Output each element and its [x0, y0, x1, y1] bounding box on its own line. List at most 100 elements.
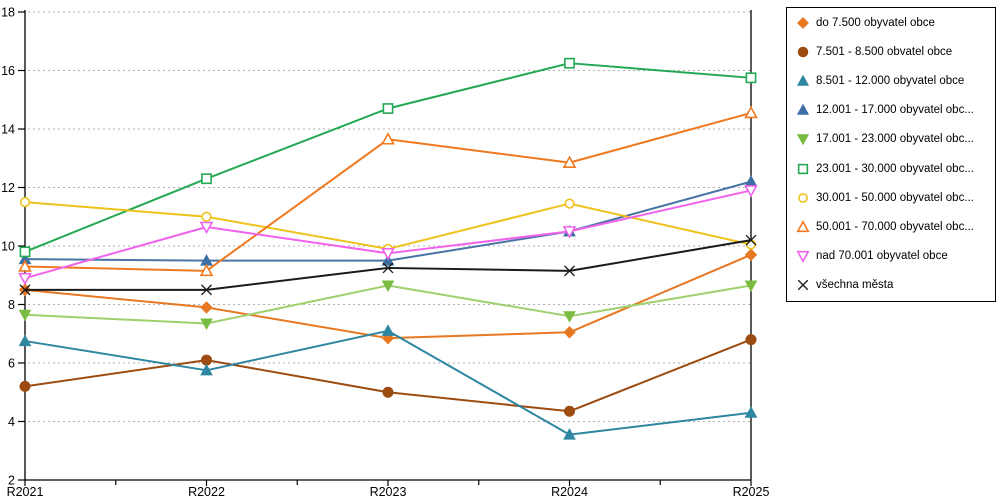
series-9-x-marker: [201, 284, 212, 296]
triangle-up-marker-icon: [796, 104, 810, 116]
series-8-triangle-down-marker: [18, 272, 32, 286]
legend-item-label: do 7.500 obyvatel obce: [816, 17, 935, 29]
legend-item-label: 7.501 - 8.500 obvatel obce: [816, 46, 953, 59]
series-2-triangle-up-marker: [381, 324, 395, 336]
series-1-circle-marker: [19, 380, 31, 392]
series-0-diamond-marker: [797, 17, 809, 29]
series-line-6: [24, 201, 752, 250]
series-7-triangle-up-marker: [18, 259, 32, 272]
series-0-diamond-marker: [200, 301, 213, 314]
series-8-triangle-down-marker: [562, 226, 577, 239]
legend-item-1: 7.501 - 8.500 obvatel obce: [796, 44, 991, 60]
legend-item-8: nad 70.001 obyvatel obce: [796, 248, 991, 264]
series-4-triangle-down-marker: [18, 309, 32, 322]
legend-item-0: do 7.500 obyvatel obce: [796, 15, 991, 31]
circle-marker-icon: [798, 192, 808, 203]
y-tick-label: 16: [1, 64, 15, 78]
legend-item-label: 50.001 - 70.000 obyvatel obc...: [816, 220, 974, 233]
y-tick-label: 10: [1, 240, 15, 254]
triangle-up-marker-icon: [796, 74, 810, 86]
legend-item-5: 23.001 - 30.000 obyvatel obc...: [796, 161, 991, 177]
series-2-triangle-up-marker: [796, 74, 810, 86]
legend-item-label: 8.501 - 12.000 obyvatel obce: [816, 75, 965, 88]
series-2-triangle-up-marker: [563, 428, 576, 440]
series-2-triangle-up-marker: [18, 334, 32, 347]
y-tick-label: 4: [8, 415, 15, 429]
series-5-square-marker: [201, 173, 212, 185]
chart-legend: do 7.500 obyvatel obce 7.501 - 8.500 obva…: [786, 7, 996, 302]
x-tick-label: R2025: [733, 485, 770, 499]
series-5-square-marker: [797, 163, 809, 174]
series-9-x-marker: [745, 234, 757, 246]
legend-item-label: 30.001 - 50.000 obyvatel obc...: [816, 191, 974, 204]
series-7-triangle-up-marker: [562, 155, 577, 168]
series-4-triangle-down-marker: [563, 311, 576, 323]
series-8-triangle-down-marker: [796, 250, 810, 263]
series-5-square-marker: [564, 57, 575, 69]
series-1-circle-marker: [745, 334, 757, 346]
legend-item-3: 12.001 - 17.000 obyvatel obc...: [796, 102, 991, 118]
legend-item-7: 50.001 - 70.000 obyvatel obc...: [796, 219, 991, 235]
y-tick-label: 14: [1, 123, 15, 137]
series-9-x-marker: [19, 284, 31, 296]
triangle-down-marker-icon: [796, 250, 810, 263]
series-8-triangle-down-marker: [381, 248, 395, 261]
series-7-triangle-up-marker: [381, 132, 395, 145]
series-1-circle-marker: [797, 46, 809, 58]
legend-item-label: nad 70.001 obyvatel obce: [816, 249, 948, 262]
series-3-triangle-up-marker: [796, 104, 810, 116]
x-tick-label: R2021: [7, 485, 44, 499]
series-2-triangle-up-marker: [200, 363, 213, 376]
series-5-square-marker: [382, 103, 394, 114]
series-1-circle-marker: [201, 354, 212, 366]
series-7-triangle-up-marker: [796, 219, 810, 232]
triangle-up-marker-icon: [796, 219, 810, 232]
series-9-x-marker: [564, 265, 575, 277]
x-tick-label: R2023: [370, 485, 407, 499]
y-tick-label: 8: [8, 298, 15, 312]
x-tick-label: R2024: [551, 485, 588, 499]
y-tick-label: 2: [8, 474, 15, 488]
series-6-circle-marker: [19, 197, 31, 208]
series-6-circle-marker: [564, 198, 575, 209]
x-tick-label: R2022: [188, 485, 225, 499]
y-tick-label: 6: [8, 357, 15, 371]
series-9-x-marker: [382, 262, 394, 274]
series-5-square-marker: [745, 72, 757, 84]
series-1-circle-marker: [382, 386, 394, 398]
legend-item-6: 30.001 - 50.000 obyvatel obc...: [796, 190, 991, 206]
series-3-triangle-up-marker: [744, 175, 758, 187]
series-4-triangle-down-marker: [796, 134, 810, 146]
series-2-triangle-up-marker: [744, 406, 758, 418]
series-4-triangle-down-marker: [744, 280, 758, 293]
legend-item-label: 12.001 - 17.000 obyvatel obc...: [816, 104, 974, 117]
legend-item-4: 17.001 - 23.000 obyvatel obc...: [796, 131, 991, 147]
y-tick-label: 18: [1, 6, 15, 20]
series-6-circle-marker: [201, 211, 212, 222]
series-line-1: [24, 338, 752, 413]
legend-item-label: všechna města: [816, 278, 894, 291]
series-6-circle-marker: [798, 192, 808, 203]
series-4-triangle-down-marker: [200, 318, 213, 331]
y-tick-label: 12: [1, 181, 15, 195]
legend-item-9: všechna města: [796, 277, 991, 293]
series-0-diamond-marker: [563, 326, 576, 339]
circle-marker-icon: [797, 46, 809, 58]
series-9-x-marker: [797, 279, 809, 291]
series-8-triangle-down-marker: [744, 185, 758, 198]
triangle-down-marker-icon: [796, 134, 810, 146]
legend-item-label: 23.001 - 30.000 obyvatel obc...: [816, 162, 974, 175]
legend-item-label: 17.001 - 23.000 obyvatel obc...: [816, 133, 974, 146]
legend-item-2: 8.501 - 12.000 obyvatel obce: [796, 73, 991, 89]
x-marker-icon: [797, 279, 809, 291]
series-0-diamond-marker: [744, 248, 758, 261]
series-1-circle-marker: [564, 405, 575, 417]
series-4-triangle-down-marker: [381, 280, 395, 293]
series-7-triangle-up-marker: [744, 105, 758, 119]
square-marker-icon: [797, 163, 809, 174]
series-7-triangle-up-marker: [199, 263, 214, 277]
diamond-marker-icon: [797, 17, 809, 29]
series-8-triangle-down-marker: [199, 221, 214, 235]
